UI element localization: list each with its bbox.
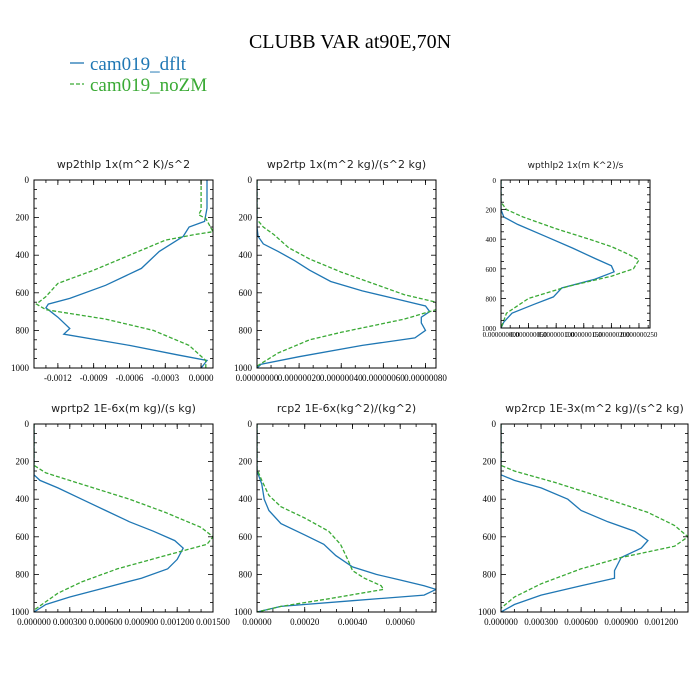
panel-rcp2-xtick-label: 0.00000	[242, 617, 272, 627]
panel-wp2rcp-xtick-label: 0.000000	[484, 617, 518, 627]
panel-wp2thlp-xtick-label: -0.0006	[116, 373, 144, 383]
panel-wp2rcp-xtick-label: 0.000300	[524, 617, 558, 627]
panel-rcp2-xtick-label: 0.00020	[290, 617, 320, 627]
legend: cam019_dflt cam019_noZM	[70, 54, 207, 96]
panel-wpthlp2-ytick-label: 200	[486, 207, 497, 215]
panel-wp2thlp-series-cam019-dflt	[45, 180, 209, 368]
panel-wp2thlp-ytick-label: 0	[25, 175, 30, 185]
panel-wpthlp2-ytick-label: 600	[486, 266, 497, 274]
panel-wpthlp2-title: wpthlp2 1x(m K^2)/s	[528, 161, 624, 171]
panel-wp2rcp-ytick-label: 400	[483, 494, 497, 504]
panel-wpthlp2-xtick-label: 0.000000250	[621, 331, 658, 339]
panel-wp2rcp-xtick-label: 0.000600	[564, 617, 598, 627]
panel-wprtp2-xtick-label: 0.001500	[196, 617, 230, 627]
panel-wp2rtp-ytick-label: 0	[248, 175, 253, 185]
panel-wpthlp2-xtick-label: 0.000000150	[565, 331, 602, 339]
panel-wp2rcp-ytick-label: 200	[483, 457, 497, 467]
panel-wp2rtp-xtick-label: 0.00000040	[320, 373, 363, 383]
panel-wprtp2-title: wprtp2 1E-6x(m kg)/(s kg)	[51, 402, 196, 415]
panel-wp2rtp-xtick-label: 0.00000060	[362, 373, 405, 383]
legend-label-nozm: cam019_noZM	[90, 75, 207, 96]
figure-title: CLUBB VAR at90E,70N	[249, 31, 451, 53]
panel-wprtp2-ytick-label: 1000	[11, 607, 30, 617]
panel-wp2thlp-series-cam019-nozm	[35, 180, 213, 368]
panel-wp2thlp-ytick-label: 400	[16, 250, 30, 260]
panel-wpthlp2-xtick-label: 0.000000050	[510, 331, 547, 339]
panel-wp2rtp-xtick-label: 0.00000000	[236, 373, 279, 383]
panel-wpthlp2-xtick-label: 0.000000000	[483, 331, 520, 339]
panel-rcp2: rcp2 1E-6x(kg^2)/(kg^2) 0 200 400 600 800 1000…	[234, 402, 437, 627]
panel-wpthlp2-xtick-label: 0.000000100	[538, 331, 575, 339]
panel-rcp2-ytick-label: 600	[239, 532, 253, 542]
panel-wprtp2-xtick-label: 0.000300	[53, 617, 87, 627]
panel-wprtp2-ytick-label: 200	[16, 457, 30, 467]
panel-wp2thlp-ytick-label: 600	[16, 288, 30, 298]
panel-wp2rtp-xtick-label: 0.00000080	[404, 373, 447, 383]
panel-wprtp2-xtick-label: 0.000000	[17, 617, 51, 627]
panel-rcp2-xtick-label: 0.00040	[338, 617, 368, 627]
legend-label-dflt: cam019_dflt	[90, 54, 187, 75]
panel-wpthlp2-series-cam019-dflt	[501, 180, 615, 328]
panel-wprtp2-ytick-label: 800	[16, 569, 30, 579]
panel-wp2rcp-title: wp2rcp 1E-3x(m^2 kg)/(s^2 kg)	[505, 402, 684, 415]
panel-wp2thlp-xtick-label: -0.0009	[80, 373, 108, 383]
panel-wprtp2-ytick-label: 600	[16, 532, 30, 542]
panel-wp2rtp: wp2rtp 1x(m^2 kg)/(s^2 kg) 0 200 400 600 800 1…	[234, 158, 447, 383]
panel-wp2thlp: wp2thlp 1x(m^2 K)/s^2 0 200 400 600 800 1000 -0…	[11, 158, 214, 383]
panel-wp2rtp-series-cam019-nozm	[257, 180, 436, 367]
panel-wp2thlp-xtick-label: -0.0003	[151, 373, 179, 383]
panel-wpthlp2: wpthlp2 1x(m K^2)/s020040060080010000.00…	[482, 161, 658, 339]
panel-wp2rtp-ytick-label: 600	[239, 288, 253, 298]
panel-wp2rcp-series-cam019-nozm	[501, 424, 688, 609]
panel-wp2rtp-ytick-label: 400	[239, 250, 253, 260]
panel-wp2thlp-ytick-label: 1000	[11, 363, 30, 373]
panel-rcp2-ytick-label: 200	[239, 457, 253, 467]
panel-rcp2-ytick-label: 800	[239, 569, 253, 579]
panel-wp2thlp-ytick-label: 200	[16, 213, 30, 223]
panel-wp2rcp-ytick-label: 1000	[478, 607, 497, 617]
panel-wp2thlp-xtick-label: 0.0000	[189, 373, 214, 383]
panel-rcp2-title: rcp2 1E-6x(kg^2)/(kg^2)	[277, 402, 416, 415]
panel-rcp2-ytick-label: 400	[239, 494, 253, 504]
panel-rcp2-ytick-label: 0	[248, 419, 253, 429]
panel-wprtp2-ytick-label: 400	[16, 494, 30, 504]
panel-wp2rtp-ytick-label: 200	[239, 213, 253, 223]
panel-wpthlp2-ytick-label: 0	[493, 177, 497, 185]
panel-wprtp2-xtick-label: 0.001200	[160, 617, 194, 627]
panel-wp2rcp-ytick-label: 800	[483, 569, 497, 579]
panel-wp2rtp-title: wp2rtp 1x(m^2 kg)/(s^2 kg)	[267, 158, 426, 171]
panel-wpthlp2-ytick-label: 1000	[482, 325, 497, 333]
panel-wprtp2-series-cam019-nozm	[34, 424, 213, 611]
panel-wpthlp2-ytick-label: 400	[486, 236, 497, 244]
panel-wprtp2-xtick-label: 0.000600	[89, 617, 123, 627]
panel-wp2thlp-xtick-label: -0.0012	[44, 373, 72, 383]
panel-wprtp2: wprtp2 1E-6x(m kg)/(s kg) 0 200 400 600 800 10…	[11, 402, 230, 627]
panel-rcp2-ytick-label: 1000	[234, 607, 253, 617]
panel-wp2rcp: wp2rcp 1E-3x(m^2 kg)/(s^2 kg) 0 200 400 600 8…	[478, 402, 689, 627]
panel-wprtp2-ytick-label: 0	[25, 419, 30, 429]
panel-wpthlp2-ytick-label: 800	[486, 295, 497, 303]
panel-rcp2-series-cam019-nozm	[257, 424, 385, 612]
panel-wp2rtp-ytick-label: 800	[239, 325, 253, 335]
panel-wp2rcp-xtick-label: 0.000900	[604, 617, 638, 627]
panel-wp2rcp-ytick-label: 600	[483, 532, 497, 542]
panel-wp2rcp-series-cam019-dflt	[501, 424, 649, 612]
panels: wp2thlp 1x(m^2 K)/s^2 0 200 400 600 800 1000 -0…	[11, 158, 689, 627]
panel-rcp2-series-cam019-dflt	[257, 424, 436, 612]
panel-wp2rtp-ytick-label: 1000	[234, 363, 253, 373]
panel-wprtp2-series-cam019-dflt	[34, 424, 185, 612]
panel-wp2thlp-ytick-label: 800	[16, 325, 30, 335]
panel-wp2rcp-xtick-label: 0.001200	[644, 617, 678, 627]
panel-wp2rtp-xtick-label: 0.00000020	[278, 373, 321, 383]
panel-wp2thlp-title: wp2thlp 1x(m^2 K)/s^2	[57, 158, 190, 171]
panel-wpthlp2-xtick-label: 0.000000200	[593, 331, 630, 339]
panel-wpthlp2-series-cam019-nozm	[501, 180, 640, 328]
panel-wprtp2-xtick-label: 0.000900	[125, 617, 159, 627]
panel-wp2rtp-series-cam019-dflt	[257, 180, 431, 368]
panel-rcp2-xtick-label: 0.00060	[386, 617, 416, 627]
panel-wp2rcp-ytick-label: 0	[492, 419, 497, 429]
